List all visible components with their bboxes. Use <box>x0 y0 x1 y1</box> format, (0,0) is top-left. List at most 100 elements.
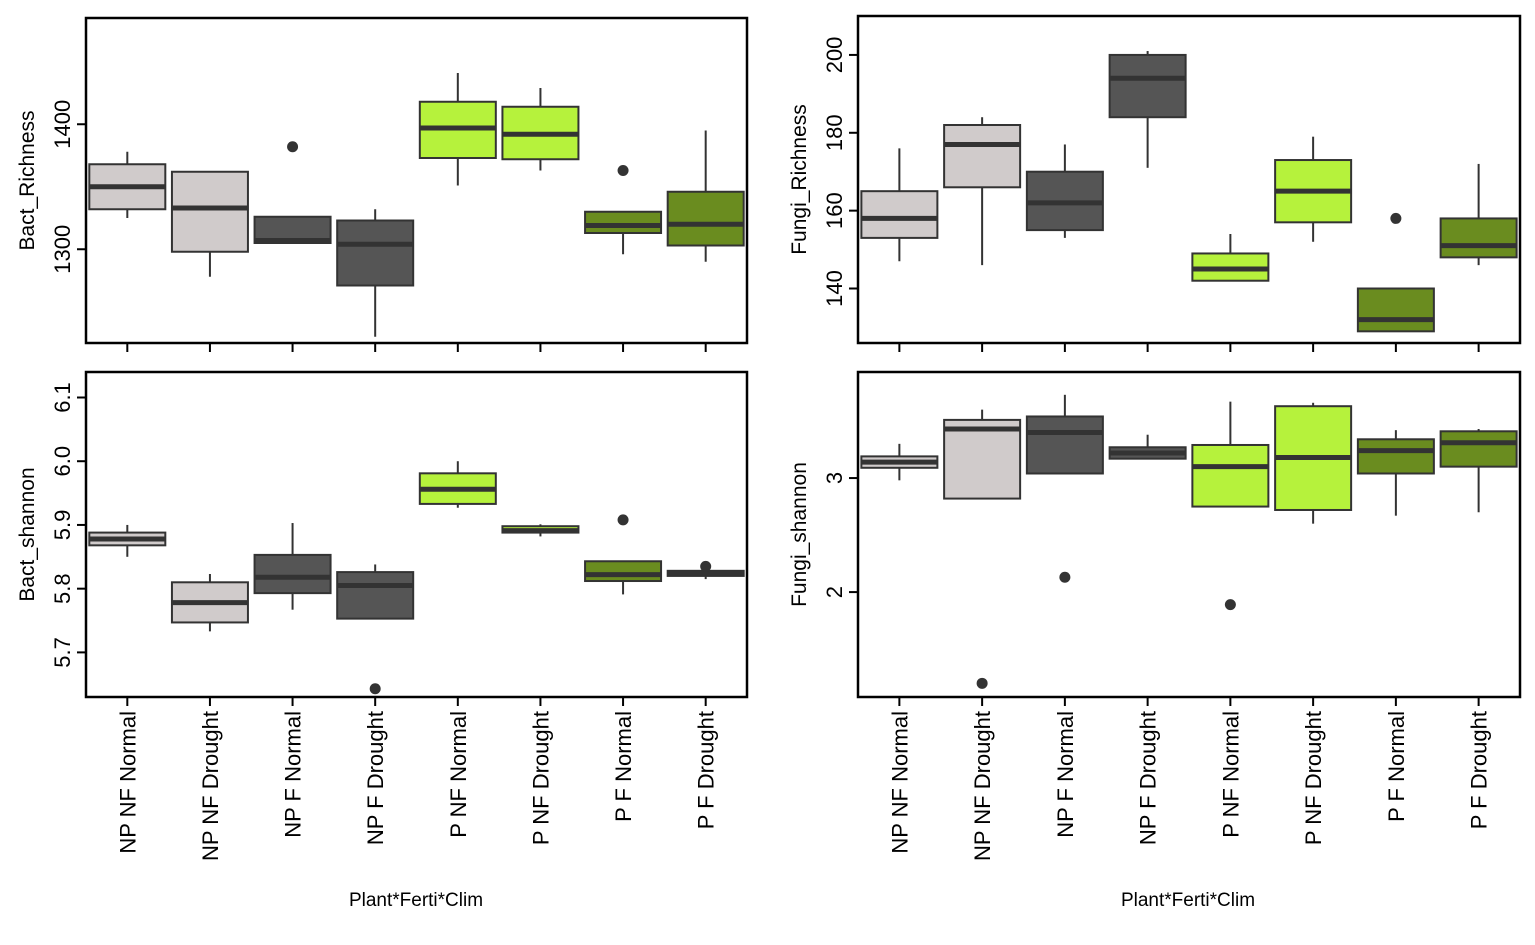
box-iqr <box>336 219 415 287</box>
y-tick-label: 6.1 <box>50 382 75 413</box>
panel-frame <box>856 370 1522 699</box>
y-tick-label: 200 <box>822 37 847 74</box>
y-axis-title: Bact_Richness <box>16 110 39 250</box>
y-tick-label: 5.8 <box>50 573 75 604</box>
box-iqr <box>170 170 249 253</box>
y-tick-label: 1300 <box>50 225 75 274</box>
panel-frame <box>856 14 1522 345</box>
y-tick-label: 180 <box>822 114 847 151</box>
box-np-f-drought <box>336 564 415 695</box>
panel-bact-shannon: 5.7 5.8 5.9 6.0 6.1 Bact_shannon NP NF Normal N… <box>16 370 749 861</box>
outlier-point <box>617 165 629 176</box>
box-iqr <box>1439 430 1518 468</box>
box-p-nf-normal <box>418 73 497 186</box>
y-axis-title: Bact_shannon <box>16 467 39 601</box>
box-iqr <box>1108 53 1187 119</box>
box-p-nf-normal <box>1191 234 1270 282</box>
y-tick-label: 5.7 <box>50 637 75 668</box>
panel-frame <box>84 370 749 699</box>
box-np-nf-drought <box>943 117 1022 266</box>
x-tick-label-p-f-drought: P F Drought <box>1467 711 1492 829</box>
x-tick-label-np-f-normal: NP F Normal <box>1053 711 1078 838</box>
box-iqr <box>860 190 939 239</box>
box-p-f-normal <box>584 165 663 255</box>
box-np-nf-normal <box>860 443 939 481</box>
outlier-point <box>617 514 629 526</box>
x-tick-label-np-nf-normal: NP NF Normal <box>115 711 140 854</box>
x-tick-label-p-f-normal: P F Normal <box>1384 711 1409 822</box>
outlier-point <box>1224 599 1236 611</box>
box-iqr <box>1191 443 1270 508</box>
panel-fungi-shannon: 2 3 Fungi_shannon NP NF Normal NP NF Drought… <box>788 370 1522 861</box>
box-np-nf-drought <box>170 574 249 632</box>
box-iqr <box>1025 415 1104 475</box>
box-np-nf-drought <box>170 170 249 277</box>
box-p-nf-normal <box>418 461 497 508</box>
box-p-nf-normal <box>1191 401 1270 611</box>
x-axis-title-right: Plant*Ferti*Clim <box>1121 890 1255 911</box>
box-p-f-normal <box>584 514 663 595</box>
x-tick-label-p-nf-normal: P NF Normal <box>446 711 471 838</box>
box-iqr <box>1356 438 1435 475</box>
box-p-f-normal <box>1356 212 1435 333</box>
y-tick-label: 160 <box>822 192 847 229</box>
box-np-f-drought <box>336 209 415 337</box>
box-p-nf-drought <box>501 524 580 537</box>
outlier-point <box>1390 212 1402 224</box>
box-p-nf-drought <box>1274 402 1353 524</box>
x-axis-title-left: Plant*Ferti*Clim <box>349 890 483 911</box>
x-tick-label-p-nf-drought: P NF Drought <box>528 711 553 845</box>
box-p-f-normal <box>1356 430 1435 516</box>
panel-fungi-richness: 140 160 180 200 Fungi_Richness <box>788 14 1522 352</box>
x-tick-label-np-nf-normal: NP NF Normal <box>887 711 912 854</box>
box-p-f-drought <box>666 130 745 262</box>
box-p-f-drought <box>1439 429 1518 513</box>
box-iqr <box>666 190 745 247</box>
box-iqr <box>1356 287 1435 333</box>
panel-bact-richness: 1300 1400 Bact_Richness <box>16 16 749 352</box>
y-tick-label: 5.9 <box>50 510 75 541</box>
box-np-f-normal <box>1025 394 1104 583</box>
y-tick-label: 140 <box>822 270 847 307</box>
box-iqr <box>253 553 332 595</box>
box-np-f-drought <box>1108 434 1187 460</box>
box-iqr <box>943 418 1022 500</box>
box-iqr <box>1439 217 1518 259</box>
y-tick-label: 3 <box>822 472 847 484</box>
box-np-f-normal <box>253 523 332 610</box>
box-iqr <box>943 124 1022 189</box>
y-tick-label: 1400 <box>50 100 75 149</box>
box-np-nf-normal <box>88 151 167 218</box>
outlier-point <box>287 141 299 153</box>
y-tick-label: 2 <box>822 586 847 598</box>
box-iqr <box>584 210 663 234</box>
box-p-nf-drought <box>501 88 580 171</box>
x-tick-label-np-f-drought: NP F Drought <box>1136 711 1161 845</box>
x-tick-label-p-nf-drought: P NF Drought <box>1301 711 1326 845</box>
y-axis-title: Fungi_shannon <box>788 462 811 607</box>
box-np-f-drought <box>1108 51 1187 168</box>
x-tick-label-p-nf-normal: P NF Normal <box>1218 711 1243 838</box>
x-tick-label-np-f-normal: NP F Normal <box>281 711 306 838</box>
x-tick-label-p-f-drought: P F Drought <box>694 711 719 829</box>
box-p-f-drought <box>1439 163 1518 266</box>
outlier-point <box>700 560 712 572</box>
box-p-f-drought <box>666 560 745 580</box>
box-np-nf-drought <box>943 409 1022 689</box>
box-np-f-normal <box>1025 144 1104 238</box>
y-axis-title: Fungi_Richness <box>788 104 811 255</box>
box-p-nf-drought <box>1274 136 1353 242</box>
x-tick-label-np-nf-drought: NP NF Drought <box>970 711 995 861</box>
x-tick-label-p-f-normal: P F Normal <box>611 711 636 822</box>
box-iqr <box>336 571 415 620</box>
outlier-point <box>1059 571 1071 583</box>
x-tick-label-np-f-drought: NP F Drought <box>363 711 388 845</box>
outlier-point <box>976 677 988 689</box>
outlier-point <box>369 683 381 695</box>
box-np-f-normal <box>253 141 332 244</box>
box-iqr <box>584 560 663 583</box>
panel-frame <box>84 16 749 345</box>
y-tick-label: 6.0 <box>50 446 75 477</box>
box-np-nf-normal <box>88 524 167 557</box>
